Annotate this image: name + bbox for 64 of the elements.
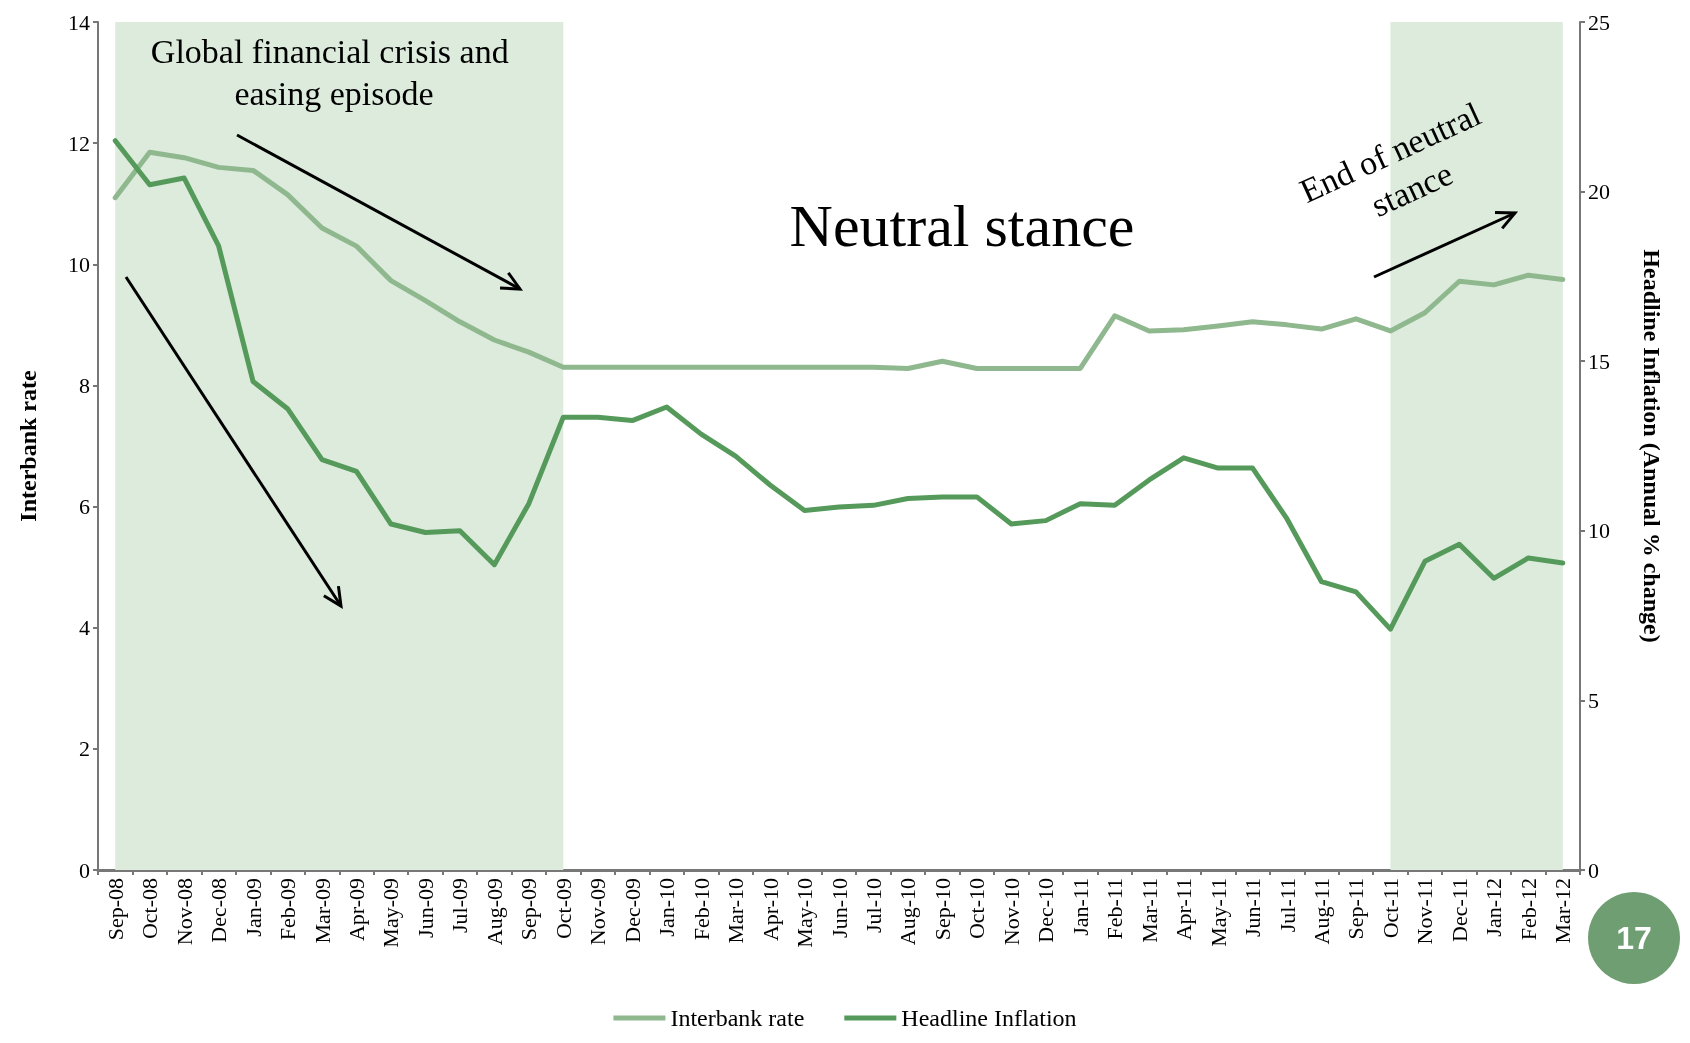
x-tick-label: Jan-10 [654, 878, 680, 937]
y-tick-label: 6 [79, 494, 90, 520]
x-tick-label: Oct-10 [964, 878, 990, 940]
y-axis-title: Interbank rate [15, 369, 41, 522]
x-tick-label: Aug-10 [895, 878, 921, 946]
legend-label: Headline Inflation [901, 1005, 1077, 1031]
annotation: Global financial crisis and easing episode [150, 32, 518, 113]
x-tick-label: Apr-10 [757, 878, 783, 942]
x-tick-label: Oct-11 [1377, 878, 1403, 939]
legend-label: Interbank rate [670, 1005, 805, 1031]
x-tick-label: Apr-09 [343, 878, 369, 942]
x-tick-label: May-11 [1205, 878, 1231, 947]
x-tick-label: Jan-09 [240, 878, 266, 937]
y-tick-label: 8 [79, 372, 90, 398]
x-tick-label: Jun-09 [412, 878, 438, 938]
x-tick-label: Apr-11 [1171, 878, 1197, 941]
x-tick-label: Jul-10 [860, 878, 886, 933]
x-tick-label: Dec-09 [619, 878, 645, 943]
x-tick-label: Nov-08 [171, 878, 197, 946]
x-tick-label: Sep-10 [929, 878, 955, 941]
x-tick-label: Feb-09 [275, 878, 301, 941]
text: 17 [1616, 920, 1652, 956]
x-tick-label: Mar-12 [1550, 878, 1576, 944]
y-tick-label: 10 [68, 251, 90, 277]
x-tick-label: Aug-11 [1309, 878, 1335, 945]
x-tick-label: May-10 [792, 878, 818, 948]
x-tick-label: Jun-10 [826, 878, 852, 938]
x-tick-label: Oct-09 [550, 878, 576, 940]
x-tick-label: Oct-08 [137, 878, 163, 940]
y2-tick-label: 20 [1588, 179, 1610, 205]
y2-axis-title: Headline Inflation (Annual % change) [1639, 249, 1665, 643]
x-tick-label: Jan-11 [1067, 878, 1093, 936]
x-tick-label: Dec-08 [206, 878, 232, 943]
x-tick-label: Aug-09 [481, 878, 507, 946]
x-tick-label: Feb-11 [1102, 878, 1128, 940]
y2-tick-label: 25 [1588, 9, 1610, 35]
x-tick-label: Dec-10 [1033, 878, 1059, 943]
x-tick-label: Mar-10 [723, 878, 749, 944]
x-tick-label: Sep-08 [102, 878, 128, 941]
annotation: Neutral stance [789, 192, 1135, 259]
y2-tick-label: 15 [1588, 348, 1610, 374]
x-tick-label: Feb-10 [688, 878, 714, 941]
y-tick-label: 2 [79, 736, 90, 762]
x-tick-label: Dec-11 [1446, 878, 1472, 942]
x-tick-label: Nov-09 [585, 878, 611, 946]
y-tick-label: 14 [68, 9, 90, 35]
x-tick-label: Sep-09 [516, 878, 542, 941]
x-tick-label: Mar-11 [1136, 878, 1162, 943]
y-tick-label: 0 [79, 857, 90, 883]
x-tick-label: Nov-11 [1412, 878, 1438, 945]
y2-tick-label: 0 [1588, 857, 1599, 883]
x-tick-label: Mar-09 [309, 878, 335, 944]
y-tick-label: 12 [68, 130, 90, 156]
x-tick-label: Nov-10 [998, 878, 1024, 946]
x-tick-label: Jun-11 [1240, 878, 1266, 938]
y2-tick-label: 5 [1588, 687, 1599, 713]
x-tick-label: May-09 [378, 878, 404, 948]
x-tick-label: Jul-11 [1274, 878, 1300, 933]
x-tick-label: Jul-09 [447, 878, 473, 933]
x-tick-label: Jan-12 [1481, 878, 1507, 937]
x-tick-label: Sep-11 [1343, 878, 1369, 940]
y-tick-label: 4 [79, 615, 90, 641]
x-tick-label: Feb-12 [1515, 878, 1541, 941]
y2-tick-label: 10 [1588, 518, 1610, 544]
